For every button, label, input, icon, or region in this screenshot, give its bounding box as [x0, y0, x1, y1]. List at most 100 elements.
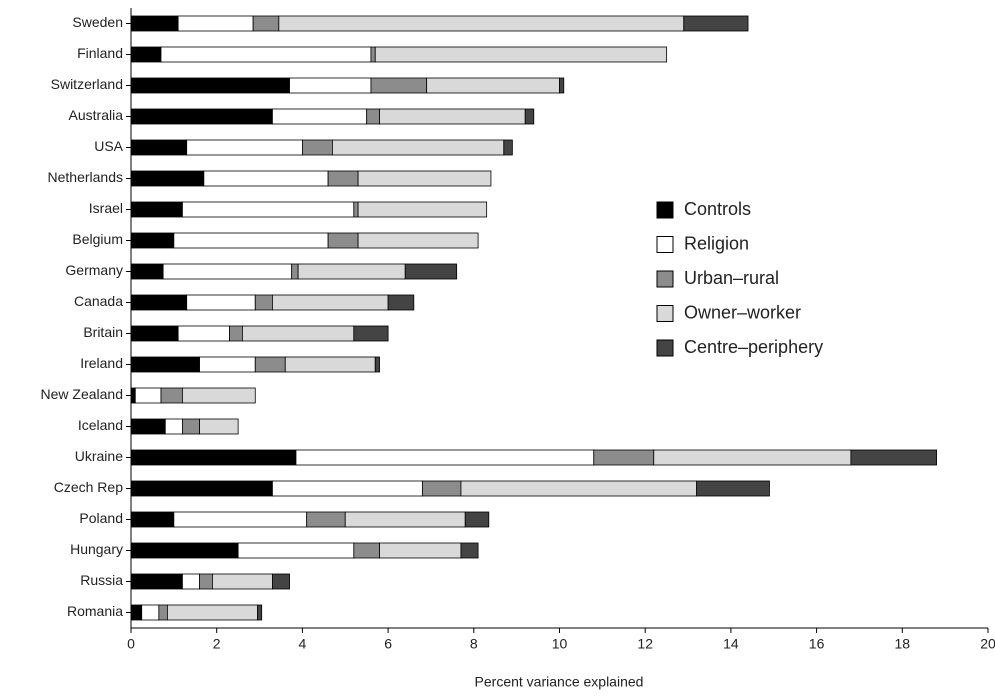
y-tick-label: Romania — [67, 603, 123, 619]
bar-segment — [272, 294, 389, 311]
x-tick-label: 8 — [470, 636, 478, 652]
y-tick-label: Finland — [77, 45, 123, 61]
bar-segment — [186, 139, 303, 156]
y-tick-label: Britain — [83, 324, 123, 340]
x-tick-label: 2 — [213, 636, 221, 652]
bar-segment — [130, 263, 164, 280]
bar-segment — [130, 449, 297, 466]
bar-segment — [404, 263, 458, 280]
bar-segment — [379, 108, 526, 125]
bar-segment — [254, 294, 273, 311]
bar-segment — [130, 46, 162, 63]
bar-segment — [130, 604, 143, 621]
bar-segment — [252, 15, 280, 32]
bar-segment — [464, 511, 490, 528]
bar-segment — [460, 542, 479, 559]
bar-segment — [272, 573, 290, 590]
bar-segment — [130, 232, 175, 249]
x-tick-label: 0 — [127, 636, 135, 652]
bar-segment — [327, 232, 359, 249]
bar-segment — [331, 139, 505, 156]
y-tick-label: USA — [94, 138, 123, 154]
bar-segment — [160, 46, 372, 63]
legend-swatch — [656, 270, 674, 288]
bar-segment — [130, 201, 183, 218]
bar-segment — [370, 77, 428, 94]
y-tick-label: New Zealand — [41, 386, 124, 402]
bar-segment — [327, 170, 359, 187]
bar-segment — [353, 542, 380, 559]
bar-segment — [212, 573, 273, 590]
bar-segment — [257, 604, 263, 621]
bar-segment — [130, 418, 166, 435]
bar-segment — [199, 573, 213, 590]
bar-segment — [272, 480, 423, 497]
x-tick-label: 12 — [637, 636, 653, 652]
bar-segment — [683, 15, 749, 32]
y-tick-label: Netherlands — [48, 169, 124, 185]
x-tick-label: 6 — [384, 636, 392, 652]
bar-segment — [177, 15, 254, 32]
bar-segment — [162, 263, 293, 280]
bar-segment — [130, 542, 239, 559]
bar-segment — [426, 77, 560, 94]
y-tick-label: Iceland — [78, 417, 123, 433]
bar-segment — [353, 201, 359, 218]
bar-segment — [370, 46, 376, 63]
bar-segment — [173, 232, 329, 249]
y-tick-label: Israel — [89, 200, 123, 216]
bar-segment — [130, 294, 188, 311]
legend-label: Owner–worker — [684, 302, 801, 322]
bar-segment — [593, 449, 655, 466]
bar-segment — [182, 573, 200, 590]
bar-segment — [357, 170, 492, 187]
bar-segment — [374, 46, 668, 63]
bar-segment — [177, 325, 230, 342]
bar-segment — [182, 418, 200, 435]
legend-swatch — [656, 201, 674, 219]
bar-segment — [130, 356, 200, 373]
y-tick-label: Poland — [79, 510, 123, 526]
legend-label: Centre–periphery — [684, 337, 823, 357]
bar-segment — [297, 263, 406, 280]
legend-label: Religion — [684, 233, 749, 253]
bar-segment — [387, 294, 415, 311]
bar-segment — [357, 232, 479, 249]
bar-segment — [141, 604, 160, 621]
bar-segment — [357, 201, 488, 218]
bar-segment — [237, 542, 355, 559]
bar-segment — [134, 387, 162, 404]
x-tick-label: 4 — [299, 636, 307, 652]
bar-segment — [559, 77, 565, 94]
bar-segment — [199, 356, 256, 373]
y-tick-label: Germany — [65, 262, 123, 278]
bar-segment — [130, 108, 273, 125]
bar-segment — [130, 387, 136, 404]
bar-segment — [306, 511, 346, 528]
bar-segment — [130, 511, 175, 528]
bar-segment — [272, 108, 368, 125]
bar-segment — [374, 356, 380, 373]
x-tick-label: 16 — [809, 636, 825, 652]
x-tick-label: 10 — [552, 636, 568, 652]
x-tick-label: 20 — [980, 636, 995, 652]
bar-segment — [295, 449, 595, 466]
bar-segment — [158, 604, 168, 621]
bar-segment — [130, 170, 205, 187]
bar-segment — [850, 449, 937, 466]
bar-segment — [242, 325, 355, 342]
y-tick-label: Belgium — [72, 231, 123, 247]
bar-segment — [421, 480, 462, 497]
y-tick-label: Canada — [74, 293, 123, 309]
bar-segment — [524, 108, 535, 125]
y-tick-label: Ukraine — [75, 448, 123, 464]
legend-label: Urban–rural — [684, 268, 779, 288]
bar-segment — [182, 387, 256, 404]
legend-swatch — [656, 236, 674, 253]
y-tick-label: Hungary — [70, 541, 123, 557]
x-axis-title: Percent variance explained — [475, 674, 644, 690]
bar-segment — [199, 418, 239, 435]
legend-swatch — [656, 339, 674, 357]
bar-segment — [301, 139, 333, 156]
